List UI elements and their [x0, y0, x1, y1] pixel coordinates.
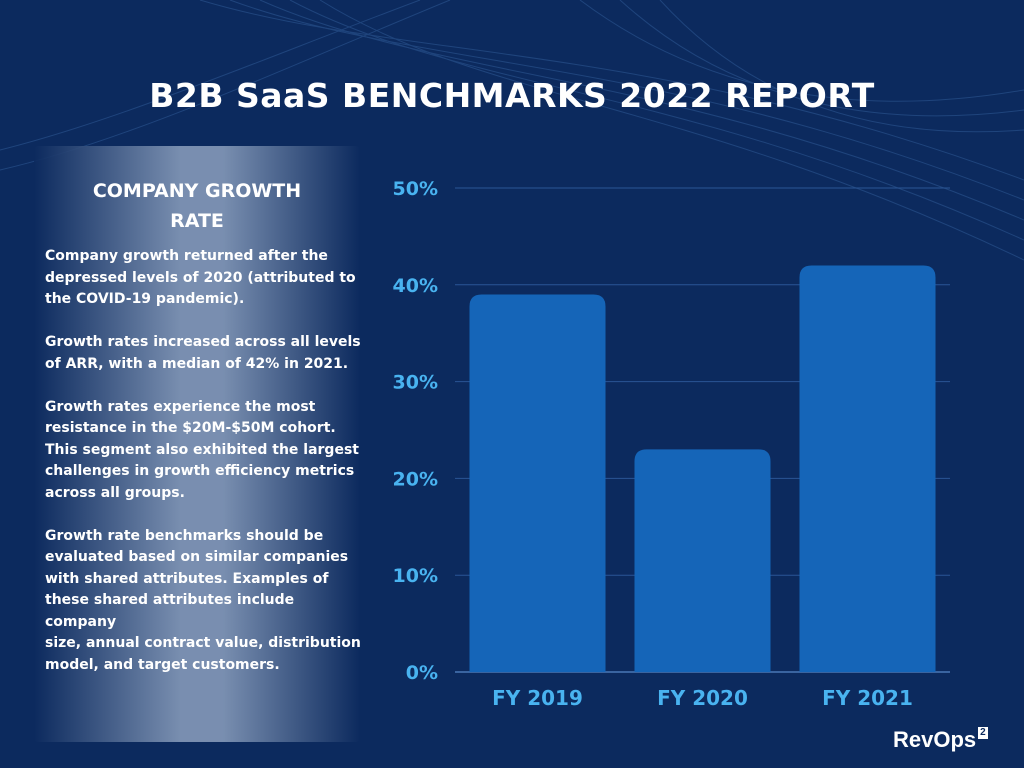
logo-superscript: 2: [978, 727, 988, 739]
info-panel: [34, 146, 360, 742]
x-tick-label: FY 2020: [657, 686, 748, 710]
y-tick-label: 40%: [393, 275, 438, 297]
page-title: B2B SaaS BENCHMARKS 2022 REPORT: [149, 76, 875, 115]
panel-heading-text: COMPANY GROWTH RATE: [92, 180, 302, 232]
x-tick-label: FY 2021: [822, 686, 913, 710]
panel-paragraph: Growth rates experience the most resista…: [45, 398, 359, 501]
panel-body: Company growth returned after the depres…: [45, 246, 365, 698]
y-tick-label: 20%: [393, 468, 438, 490]
growth-rate-bar-chart: 0% 10% 20% 30% 40% 50% FY 2019 FY 2020 FY 2021: [393, 178, 950, 710]
y-tick-label: 0%: [406, 662, 438, 684]
bar-fy-2021: [799, 265, 936, 672]
panel-paragraph: Company growth returned after the depres…: [45, 248, 356, 307]
panel-paragraph: Growth rates increased across all levels…: [45, 334, 361, 372]
logo-text: RevOps: [893, 727, 977, 752]
y-tick-label: 10%: [393, 565, 438, 587]
bar-fy-2020: [634, 449, 771, 672]
panel-heading: COMPANY GROWTH RATE: [34, 176, 360, 236]
x-tick-label: FY 2019: [492, 686, 583, 710]
revops-logo: RevOps 2: [893, 727, 988, 753]
bar-fy-2019: [469, 294, 606, 672]
y-tick-label: 30%: [393, 372, 438, 394]
y-tick-label: 50%: [393, 178, 438, 200]
panel-paragraph: Growth rate benchmarks should be evaluat…: [45, 527, 361, 673]
